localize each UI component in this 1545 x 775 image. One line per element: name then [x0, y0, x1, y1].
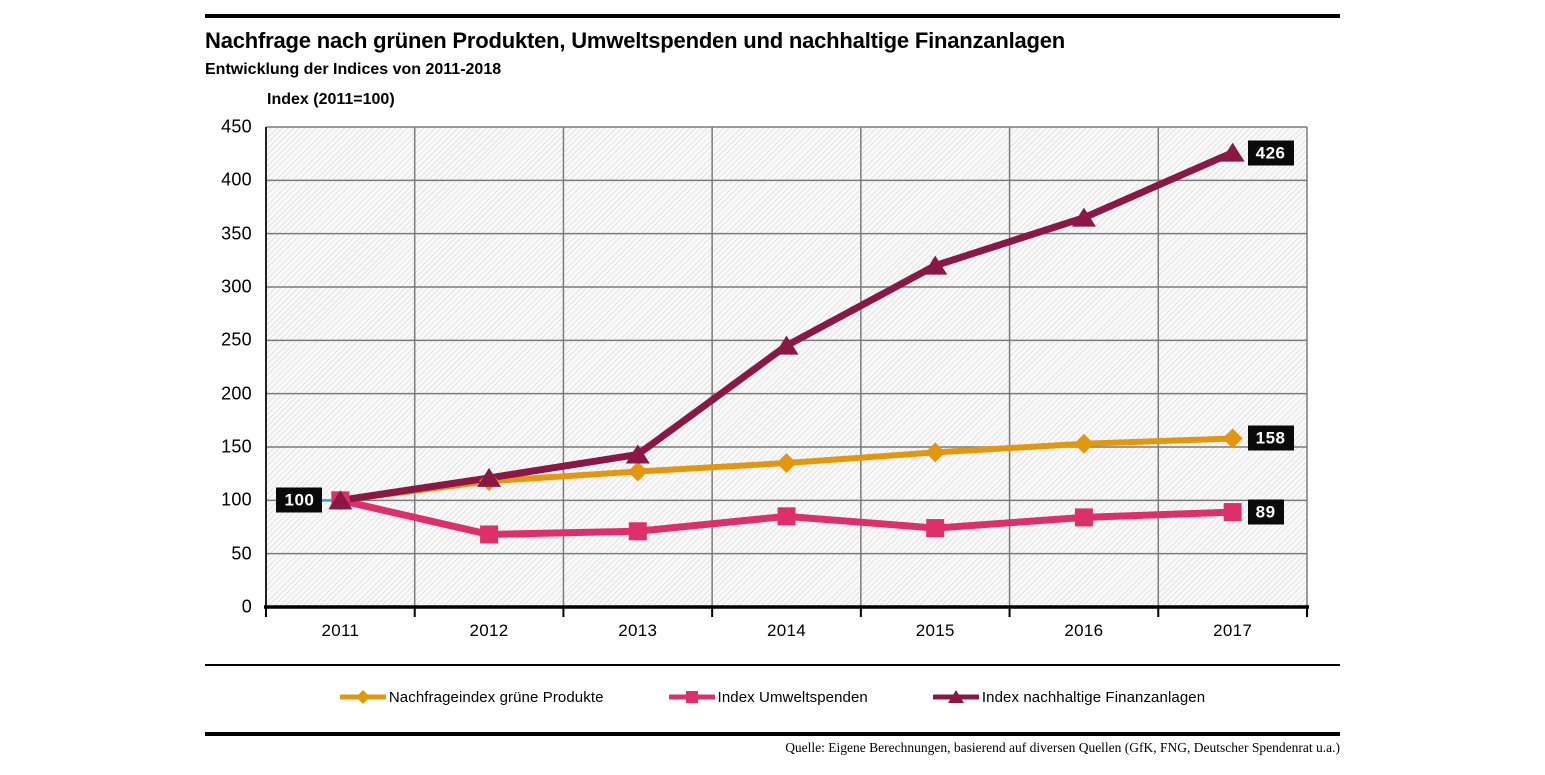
y-tick-label: 200 — [221, 383, 252, 404]
x-tick-label: 2016 — [1064, 621, 1104, 640]
y-tick-label: 250 — [221, 329, 252, 350]
triangle-legend-marker — [932, 690, 979, 703]
square-legend-marker — [668, 691, 715, 703]
y-tick-label: 0 — [241, 596, 252, 617]
x-tick-label: 2013 — [618, 621, 658, 640]
chart-legend: Nachfrageindex grüne Produkte Index Umwel… — [205, 687, 1340, 707]
plot-area-background — [266, 127, 1307, 607]
data-label-end: 89 — [1247, 499, 1284, 525]
bottom-rule — [205, 732, 1340, 736]
y-tick-label: 450 — [221, 116, 252, 137]
legend-label: Index Umweltspenden — [717, 688, 868, 706]
legend-item-2: Index nachhaltige Finanzanlagen — [932, 687, 1206, 707]
chart-subtitle: Entwicklung der Indices von 2011-2018 — [205, 61, 502, 78]
y-tick-label: 300 — [221, 276, 252, 297]
y-tick-label: 50 — [231, 543, 252, 564]
legend-label: Nachfrageindex grüne Produkte — [388, 688, 604, 706]
x-tick-label: 2015 — [915, 621, 955, 640]
x-tick-label: 2012 — [469, 621, 509, 640]
x-tick-label: 2017 — [1213, 621, 1253, 640]
legend-item-0: Nachfrageindex grüne Produkte — [339, 687, 604, 707]
y-tick-label: 100 — [221, 489, 252, 510]
x-tick-label: 2011 — [321, 621, 360, 640]
y-tick-label: 150 — [221, 436, 252, 457]
diamond-legend-marker — [339, 690, 386, 704]
legend-label: Index nachhaltige Finanzanlagen — [981, 688, 1206, 706]
legend-item-1: Index Umweltspenden — [668, 687, 868, 707]
x-tick-label: 2014 — [766, 621, 807, 640]
top-rule — [205, 14, 1340, 18]
triangle-icon — [947, 690, 964, 703]
legend-top-rule — [205, 664, 1340, 666]
diamond-icon — [355, 690, 370, 704]
chart-title: Nachfrage nach grünen Produkten, Umwelts… — [205, 28, 1066, 53]
square-icon — [685, 691, 698, 703]
y-tick-label: 350 — [221, 223, 252, 244]
data-label-end: 426 — [1247, 140, 1294, 166]
y-axis-title: Index (2011=100) — [267, 91, 395, 108]
y-tick-label: 400 — [221, 169, 252, 190]
source-note: Quelle: Eigene Berechnungen, basierend a… — [785, 740, 1340, 755]
data-label-start: 100 — [276, 487, 323, 513]
data-label-end: 158 — [1247, 425, 1294, 451]
